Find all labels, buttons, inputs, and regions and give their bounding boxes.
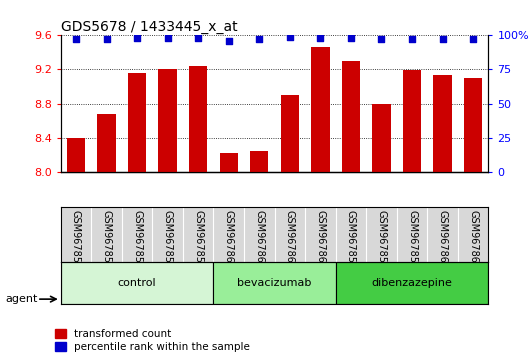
Text: GSM967852: GSM967852 [71,210,81,269]
Point [255,37,263,42]
Point [469,37,477,42]
Bar [342,61,360,172]
Bar [372,103,391,172]
Text: agent: agent [5,294,37,304]
Text: bevacizumab: bevacizumab [238,278,312,288]
Point [377,37,385,42]
Bar [281,95,299,172]
Text: GSM967859: GSM967859 [407,210,417,269]
Bar [61,262,213,304]
Text: GSM967862: GSM967862 [224,210,234,269]
Bar [213,262,336,304]
Point [72,37,80,42]
Bar [128,73,146,172]
Bar [97,114,116,172]
Bar [250,151,268,172]
Text: GSM967853: GSM967853 [101,210,111,269]
Point [438,37,447,42]
Text: dibenzazepine: dibenzazepine [372,278,452,288]
Point [286,34,294,40]
Text: control: control [118,278,156,288]
Legend: transformed count, percentile rank within the sample: transformed count, percentile rank withi… [55,329,250,352]
Text: GDS5678 / 1433445_x_at: GDS5678 / 1433445_x_at [61,21,238,34]
Text: GSM967860: GSM967860 [438,210,448,269]
Text: GSM967861: GSM967861 [468,210,478,269]
Point [194,35,202,41]
Point [164,35,172,41]
Bar [433,75,452,172]
Text: GSM967854: GSM967854 [132,210,142,269]
Point [316,35,325,41]
Point [133,35,142,41]
Text: GSM967856: GSM967856 [193,210,203,269]
Bar [220,153,238,172]
Text: GSM967864: GSM967864 [285,210,295,269]
Bar [464,78,482,172]
Text: GSM967863: GSM967863 [254,210,265,269]
Text: GSM967865: GSM967865 [315,210,325,269]
Text: GSM967857: GSM967857 [346,210,356,269]
Bar [158,69,177,172]
Point [102,37,111,42]
Bar [403,70,421,172]
Bar [336,262,488,304]
Bar [311,47,329,172]
Point [347,35,355,41]
Text: GSM967858: GSM967858 [376,210,386,269]
Text: GSM967855: GSM967855 [163,210,173,269]
Point [224,38,233,44]
Point [408,37,416,42]
Bar [67,138,85,172]
Bar [189,66,208,172]
